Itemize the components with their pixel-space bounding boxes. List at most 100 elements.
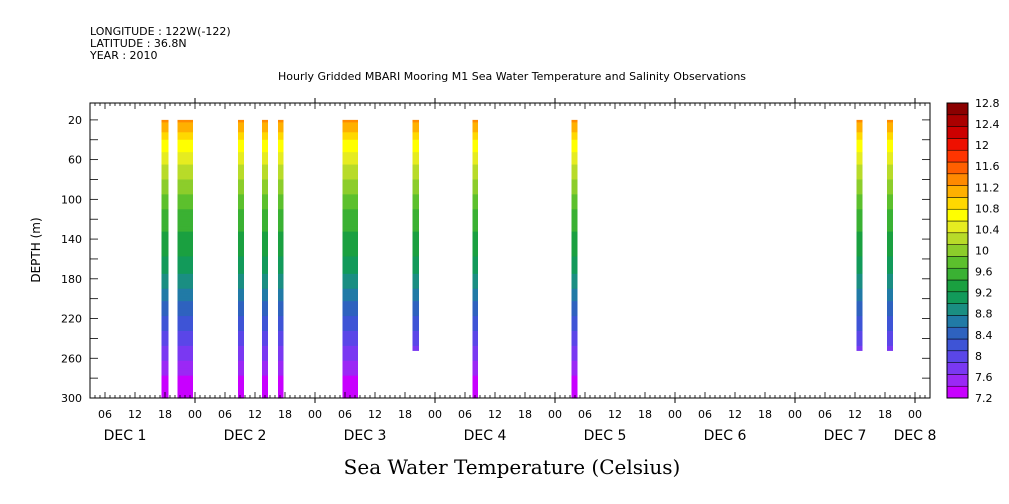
temperature-cell [887,278,893,282]
temperature-cell [472,291,478,295]
temperature-cell [472,214,478,218]
temperature-cell [412,196,419,200]
temperature-cell [262,239,268,243]
temperature-cell [412,306,419,310]
temperature-cell [278,137,284,141]
temperature-cell [342,234,358,238]
temperature-cell [887,226,893,230]
temperature-cell [262,246,268,250]
temperature-cell [161,286,169,290]
temperature-cell [342,181,358,186]
temperature-cell [571,196,578,200]
temperature-cell [278,134,284,138]
temperature-cell [238,293,244,297]
temperature-cell [412,281,419,285]
temperature-cell [278,249,284,253]
colorbar-label: 11.6 [975,160,1000,173]
temperature-cell [856,186,863,191]
temperature-cell [887,311,893,315]
temperature-cell [856,184,863,188]
temperature-cell [472,226,478,230]
temperature-cell [262,132,268,136]
temperature-cell [161,134,169,138]
temperature-cell [278,144,284,148]
temperature-cell [262,167,268,171]
temperature-cell [278,229,284,233]
temperature-cell [342,298,358,302]
temperature-cell [412,330,419,335]
temperature-cell [262,241,268,245]
temperature-cell [238,370,244,374]
temperature-cell [238,308,244,312]
temperature-cell [262,134,268,138]
temperature-cell [278,296,284,300]
temperature-cell [342,263,358,267]
temperature-cell [887,199,893,203]
temperature-cell [571,333,578,337]
temperature-cell [177,172,193,176]
temperature-cell [161,301,169,305]
temperature-cell [856,236,863,240]
temperature-cell [161,211,169,215]
temperature-cell [278,164,284,168]
temperature-cell [571,358,578,362]
y-tick-label: 140 [61,233,82,246]
temperature-cell [856,152,863,156]
temperature-cell [412,288,419,292]
temperature-cell [571,124,578,128]
temperature-cell [412,209,419,213]
temperature-cell [161,256,169,260]
temperature-cell [887,249,893,253]
temperature-cell [161,373,169,377]
temperature-cell [238,251,244,255]
temperature-cell [571,241,578,245]
temperature-cell [571,335,578,339]
temperature-cell [161,388,169,392]
temperature-cell [238,363,244,367]
temperature-cell [262,390,268,394]
temperature-cell [262,378,268,382]
x-day-label: DEC 2 [224,428,267,444]
temperature-cell [262,311,268,315]
temperature-cell [238,129,244,133]
temperature-cell [571,338,578,342]
colorbar-swatch [946,208,969,222]
temperature-cell [472,355,478,359]
temperature-cell [856,286,863,290]
temperature-cell [856,323,863,327]
temperature-cell [161,355,169,359]
temperature-cell [856,147,863,151]
temperature-cell [412,181,419,186]
temperature-cell [238,142,244,146]
temperature-cell [161,142,169,146]
temperature-cell [472,179,478,183]
temperature-cell [262,124,268,128]
temperature-cell [278,266,284,270]
temperature-cell [278,224,284,228]
colorbar: 7.2 7.6 8 8.4 8.8 9.2 9.6 10 10.4 10.8 11.2 11.6 12 1… [946,97,1000,405]
temperature-cell [472,201,478,205]
x-tick-label: 00 [308,408,322,421]
temperature-cell [262,164,268,168]
temperature-cell [571,393,578,397]
temperature-cell [262,179,268,183]
temperature-cell [856,177,863,181]
temperature-cell [278,159,284,163]
temperature-cell [177,169,193,173]
temperature-cell [262,266,268,270]
temperature-cell [856,330,863,335]
colorbar-swatch [946,362,969,375]
temperature-cell [278,234,284,238]
temperature-cell [177,199,193,203]
colorbar-swatch [946,232,969,245]
temperature-cell [571,378,578,382]
temperature-cell [472,139,478,143]
temperature-cell [177,184,193,188]
temperature-cell [887,258,893,263]
temperature-cell [887,296,893,300]
temperature-cell [161,199,169,203]
temperature-cell [278,318,284,322]
temperature-cell [278,122,284,126]
temperature-cell [472,261,478,265]
temperature-cell [161,226,169,230]
